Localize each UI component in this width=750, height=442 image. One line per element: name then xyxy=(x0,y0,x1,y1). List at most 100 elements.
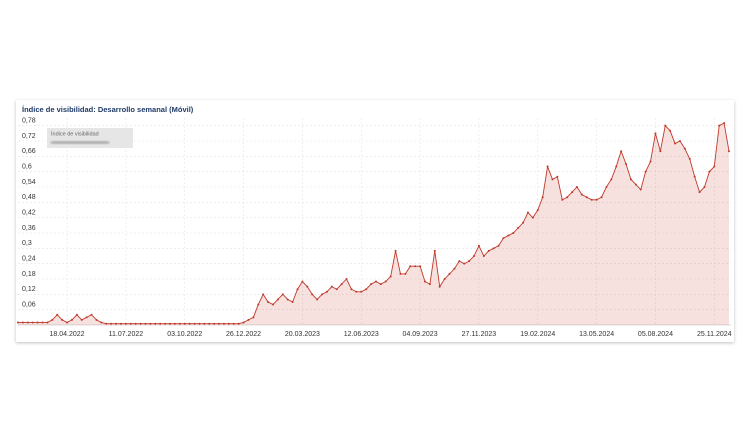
point xyxy=(620,150,623,153)
point xyxy=(335,288,338,291)
point xyxy=(276,298,279,301)
point xyxy=(110,322,113,325)
point xyxy=(85,316,88,319)
point xyxy=(634,183,637,186)
point xyxy=(389,275,392,278)
point xyxy=(468,260,471,263)
x-tick-label: 18.04.2022 xyxy=(50,331,85,338)
point xyxy=(629,178,632,181)
x-tick-label: 19.02.2024 xyxy=(520,331,555,338)
point xyxy=(404,272,407,275)
point xyxy=(365,288,368,291)
y-tick-label: 0,12 xyxy=(22,286,36,293)
x-tick-label: 04.09.2023 xyxy=(403,331,438,338)
x-tick-label: 03.10.2022 xyxy=(167,331,202,338)
card xyxy=(16,100,734,342)
point xyxy=(664,124,667,127)
point xyxy=(218,322,221,325)
point xyxy=(723,122,726,125)
point xyxy=(438,285,441,288)
x-tick-label: 11.07.2022 xyxy=(109,331,144,338)
point xyxy=(262,293,265,296)
point xyxy=(595,198,598,201)
point xyxy=(325,290,328,293)
point xyxy=(222,322,225,325)
point xyxy=(615,165,618,168)
point xyxy=(526,211,529,214)
point xyxy=(487,249,490,252)
point xyxy=(718,124,721,127)
point xyxy=(600,196,603,199)
area xyxy=(18,123,729,325)
point xyxy=(566,196,569,199)
point xyxy=(100,321,103,324)
point xyxy=(169,322,172,325)
point xyxy=(134,322,137,325)
point xyxy=(561,198,564,201)
point xyxy=(384,280,387,283)
point xyxy=(571,191,574,194)
x-tick-label: 12.06.2023 xyxy=(344,331,379,338)
point xyxy=(173,322,176,325)
point xyxy=(473,255,476,257)
point xyxy=(507,234,510,237)
point xyxy=(21,321,24,324)
point xyxy=(26,321,29,324)
point xyxy=(443,278,446,280)
point xyxy=(330,285,333,288)
legend: Índice de visibilidad xyxy=(47,128,133,148)
point xyxy=(541,196,544,199)
point xyxy=(551,178,554,181)
point xyxy=(227,322,230,325)
point xyxy=(95,318,98,321)
y-tick-label: 0,6 xyxy=(22,164,32,171)
point xyxy=(316,298,319,301)
point xyxy=(428,283,431,286)
point xyxy=(463,262,466,265)
point xyxy=(669,129,672,132)
x-tick-label: 25.11.2024 xyxy=(697,331,732,338)
point xyxy=(649,160,652,163)
point xyxy=(580,193,583,196)
point xyxy=(370,283,373,286)
point xyxy=(213,322,216,325)
point xyxy=(75,313,78,316)
point xyxy=(698,191,701,194)
point xyxy=(590,198,593,201)
point xyxy=(433,249,436,252)
point xyxy=(448,272,451,275)
point xyxy=(46,321,49,324)
point xyxy=(355,290,358,293)
y-tick-label: 0,54 xyxy=(22,179,36,186)
point xyxy=(585,196,588,199)
point xyxy=(654,132,657,135)
point xyxy=(477,244,480,247)
point xyxy=(321,293,324,296)
point xyxy=(267,301,270,303)
point xyxy=(51,318,54,321)
point xyxy=(193,322,196,325)
point xyxy=(345,278,348,280)
x-tick-label: 20.03.2023 xyxy=(285,331,320,338)
y-tick-label: 0,18 xyxy=(22,271,36,278)
x-tick-label: 05.08.2024 xyxy=(638,331,673,338)
point xyxy=(512,232,515,234)
point xyxy=(247,318,250,321)
point xyxy=(237,322,240,325)
x-tick-label: 26.12.2022 xyxy=(226,331,261,338)
point xyxy=(423,280,426,283)
point xyxy=(678,140,681,142)
point xyxy=(374,280,377,283)
point xyxy=(522,221,525,224)
point xyxy=(252,316,255,319)
x-tick-label: 27.11.2023 xyxy=(462,331,497,338)
point xyxy=(419,265,422,268)
point xyxy=(178,322,181,325)
point xyxy=(492,247,495,250)
y-tick-label: 0,48 xyxy=(22,194,36,201)
point xyxy=(17,321,19,324)
point xyxy=(482,255,485,257)
x-tick-label: 13.05.2024 xyxy=(579,331,614,338)
point xyxy=(36,321,39,324)
